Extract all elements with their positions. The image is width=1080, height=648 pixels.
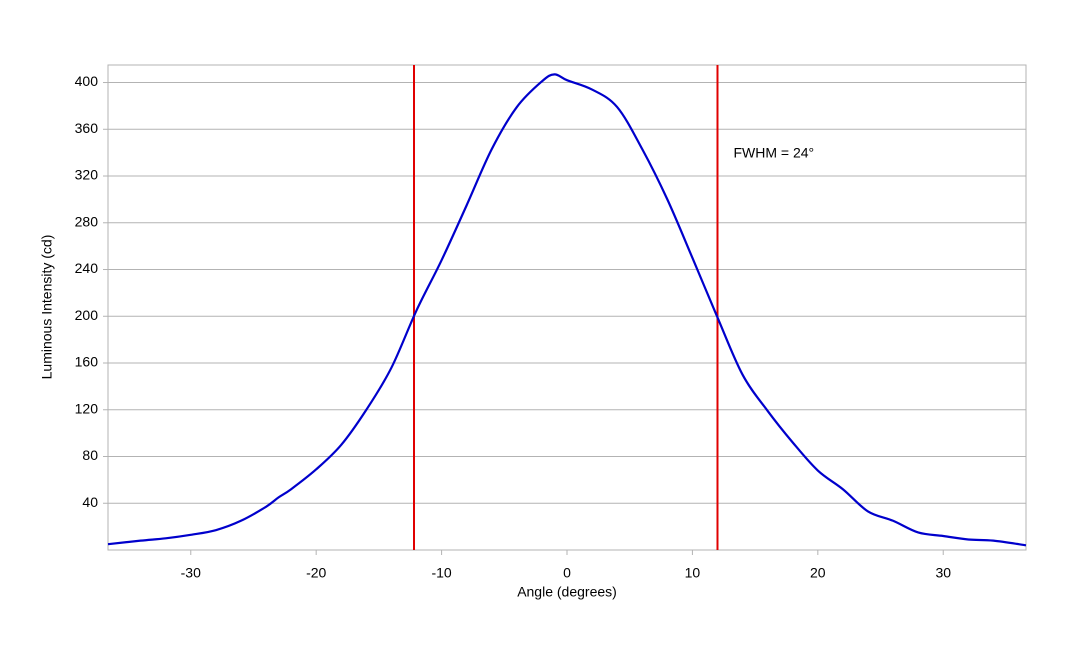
y-tick-label: 200 — [75, 307, 99, 323]
y-tick-label: 360 — [75, 120, 99, 136]
x-tick-label: -20 — [306, 565, 326, 581]
y-tick-label: 240 — [75, 260, 99, 276]
y-axis-label: Luminous Intensity (cd) — [39, 235, 55, 380]
x-tick-label: 20 — [810, 565, 826, 581]
y-tick-label: 400 — [75, 73, 99, 89]
y-tick-label: 280 — [75, 213, 99, 229]
y-tick-label: 120 — [75, 400, 99, 416]
plot-area — [107, 64, 1027, 551]
x-tick-label: 10 — [685, 565, 701, 581]
intensity-curve — [107, 73, 1027, 547]
y-tick-label: 160 — [75, 354, 99, 370]
x-axis-label: Angle (degrees) — [517, 584, 617, 600]
annotation: FWHM = 24° — [733, 145, 814, 161]
x-tick-label: 0 — [563, 565, 571, 581]
y-tick-label: 320 — [75, 167, 99, 183]
y-tick-label: 40 — [82, 494, 98, 510]
x-tick-label: 30 — [935, 565, 951, 581]
x-tick-label: -10 — [431, 565, 451, 581]
x-tick-label: -30 — [181, 565, 201, 581]
y-tick-label: 80 — [82, 447, 98, 463]
